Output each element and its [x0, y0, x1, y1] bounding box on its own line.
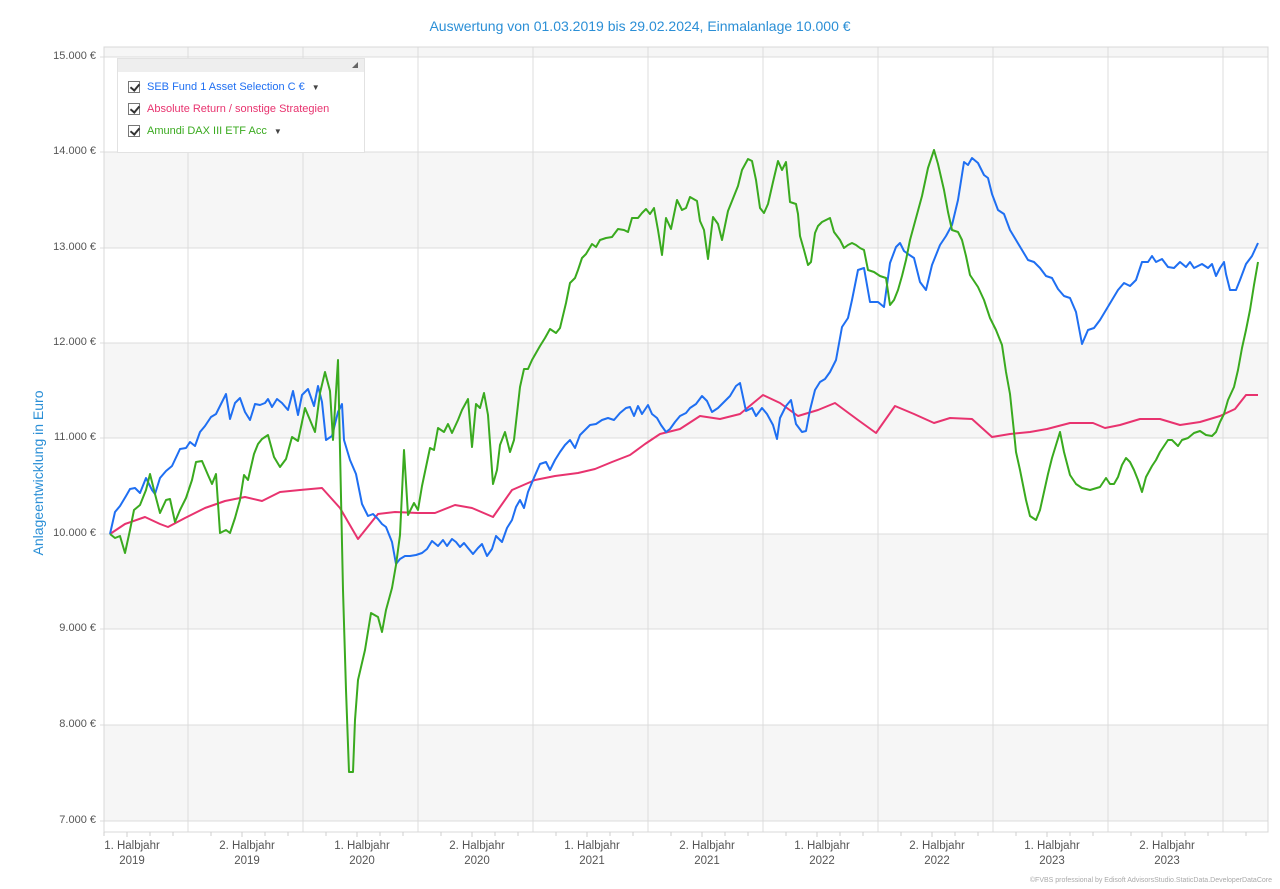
- y-tick: 10.000 €: [53, 527, 96, 539]
- x-tick: 2. Halbjahr 2021: [679, 840, 735, 867]
- series-absolute-return: [109, 394, 1258, 540]
- x-tick: 1. Halbjahr 2022: [794, 840, 850, 867]
- x-tick: 2. Halbjahr 2020: [449, 840, 505, 867]
- x-tick: 2. Halbjahr 2019: [219, 840, 275, 867]
- legend-header[interactable]: [118, 59, 364, 72]
- resize-grip-icon[interactable]: [352, 62, 358, 68]
- series-amundi-dax: [109, 149, 1259, 773]
- legend-label: Amundi DAX III ETF Acc: [147, 125, 267, 137]
- legend-item-seb-fund[interactable]: SEB Fund 1 Asset Selection C € ▼: [118, 76, 364, 98]
- chart-title: Auswertung von 01.03.2019 bis 29.02.2024…: [429, 18, 851, 34]
- y-tick: 12.000 €: [53, 336, 96, 348]
- copyright-footer: ©FVBS professional by Edisoft AdvisorsSt…: [1029, 877, 1272, 884]
- dropdown-caret-icon[interactable]: ▼: [273, 126, 282, 136]
- legend-label: SEB Fund 1 Asset Selection C €: [147, 81, 305, 93]
- legend-item-absolute-return[interactable]: Absolute Return / sonstige Strategien: [118, 98, 364, 120]
- legend-item-amundi-dax[interactable]: Amundi DAX III ETF Acc ▼: [118, 120, 364, 142]
- x-tick: 1. Halbjahr 2023: [1024, 840, 1080, 867]
- y-tick: 8.000 €: [59, 718, 96, 730]
- checkbox-checked-icon[interactable]: [128, 103, 140, 115]
- x-tick: 2. Halbjahr 2022: [909, 840, 965, 867]
- series-seb-fund: [109, 157, 1259, 565]
- checkbox-checked-icon[interactable]: [128, 125, 140, 137]
- y-tick: 14.000 €: [53, 145, 96, 157]
- y-tick: 15.000 €: [53, 50, 96, 62]
- x-tick: 1. Halbjahr 2020: [334, 840, 390, 867]
- y-tick: 9.000 €: [59, 622, 96, 634]
- legend-label: Absolute Return / sonstige Strategien: [147, 103, 330, 115]
- x-tick: 1. Halbjahr 2019: [104, 840, 160, 867]
- x-tick: 2. Halbjahr 2023: [1139, 840, 1195, 867]
- y-tick: 13.000 €: [53, 241, 96, 253]
- dropdown-caret-icon[interactable]: ▼: [311, 82, 320, 92]
- chart-legend[interactable]: SEB Fund 1 Asset Selection C € ▼ Absolut…: [117, 58, 365, 153]
- checkbox-checked-icon[interactable]: [128, 81, 140, 93]
- x-tick: 1. Halbjahr 2021: [564, 840, 620, 867]
- y-tick: 7.000 €: [59, 814, 96, 826]
- y-tick: 11.000 €: [53, 431, 96, 443]
